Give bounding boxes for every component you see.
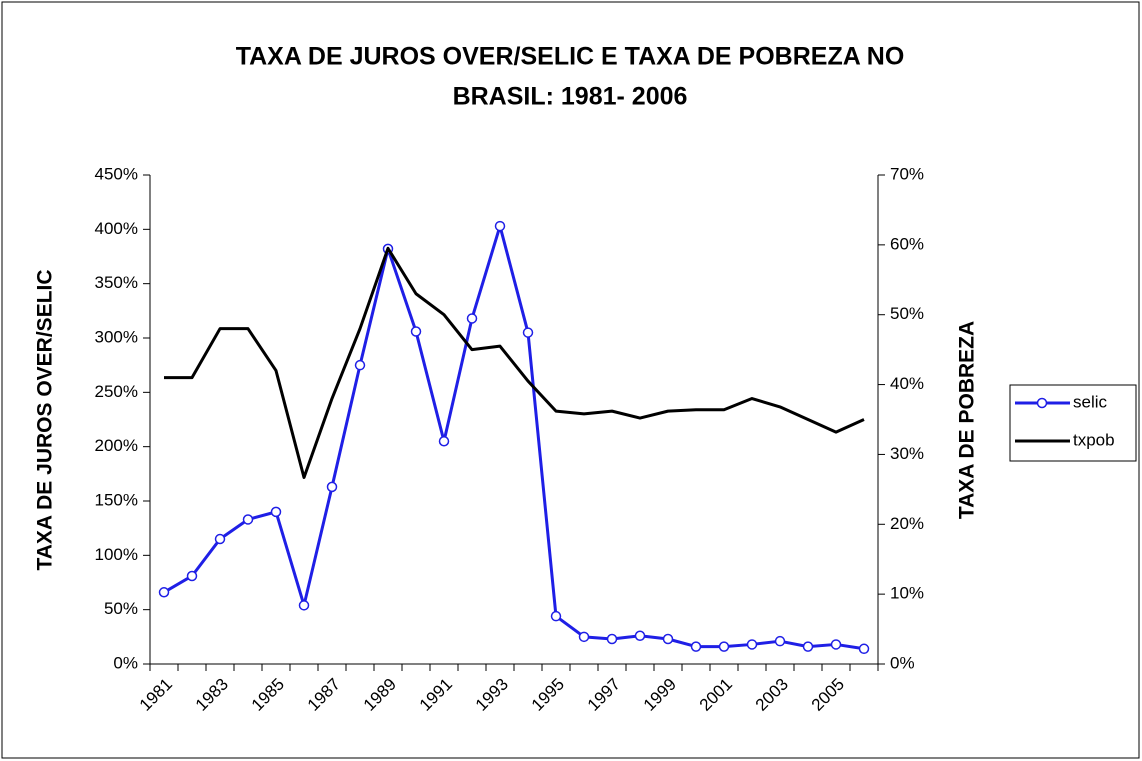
- data-point: [158, 587, 170, 598]
- y2-tick-label: 30%: [890, 444, 924, 463]
- y2-tick-label: 20%: [890, 514, 924, 533]
- data-point: [830, 639, 842, 650]
- y-tick-label: 0%: [113, 653, 138, 672]
- data-point: [214, 533, 226, 545]
- legend-label: txpob: [1073, 430, 1115, 449]
- y-tick-label: 350%: [95, 273, 138, 292]
- y-tick-label: 200%: [95, 436, 138, 455]
- data-point: [634, 630, 646, 641]
- data-point: [326, 481, 338, 493]
- data-point: [662, 633, 674, 645]
- data-point: [522, 327, 534, 338]
- data-point: [550, 610, 562, 622]
- legend-label: selic: [1073, 392, 1108, 411]
- y-tick-label: 250%: [95, 382, 138, 401]
- data-point: [802, 641, 814, 652]
- data-point: [718, 641, 730, 652]
- chart-title-line: TAXA DE JUROS OVER/SELIC E TAXA DE POBRE…: [236, 43, 905, 71]
- data-point: [466, 313, 478, 324]
- y2-tick-label: 0%: [890, 653, 915, 672]
- y2-tick-label: 10%: [890, 584, 924, 603]
- data-point: [186, 570, 198, 582]
- data-point: [690, 641, 702, 652]
- y-tick-label: 450%: [95, 164, 138, 183]
- data-point: [298, 600, 310, 611]
- y2-tick-label: 70%: [890, 164, 924, 183]
- y-tick-label: 100%: [95, 545, 138, 564]
- data-point: [746, 639, 758, 650]
- data-point: [270, 506, 282, 518]
- data-point: [354, 359, 366, 371]
- data-point: [606, 633, 618, 645]
- data-point: [774, 635, 786, 647]
- series-line: [164, 246, 865, 479]
- data-point: [410, 326, 422, 337]
- legend-marker: [1036, 397, 1048, 409]
- y2-tick-label: 40%: [890, 374, 924, 393]
- data-point: [438, 435, 450, 447]
- y-axis-title: TAXA DE JUROS OVER/SELIC: [34, 269, 57, 570]
- data-point: [242, 514, 254, 525]
- chart-title-line: BRASIL: 1981- 2006: [453, 83, 688, 111]
- y-tick-label: 150%: [95, 490, 138, 509]
- y2-axis-title: TAXA DE POBREZA: [956, 321, 979, 519]
- legend-box: [1009, 384, 1137, 462]
- data-point: [858, 643, 870, 655]
- data-point: [578, 631, 590, 643]
- y-tick-label: 50%: [104, 599, 138, 618]
- y-tick-label: 400%: [95, 219, 138, 238]
- y-tick-label: 300%: [95, 327, 138, 346]
- y2-tick-label: 60%: [890, 234, 924, 253]
- y2-tick-label: 50%: [890, 304, 924, 323]
- data-point: [494, 220, 506, 232]
